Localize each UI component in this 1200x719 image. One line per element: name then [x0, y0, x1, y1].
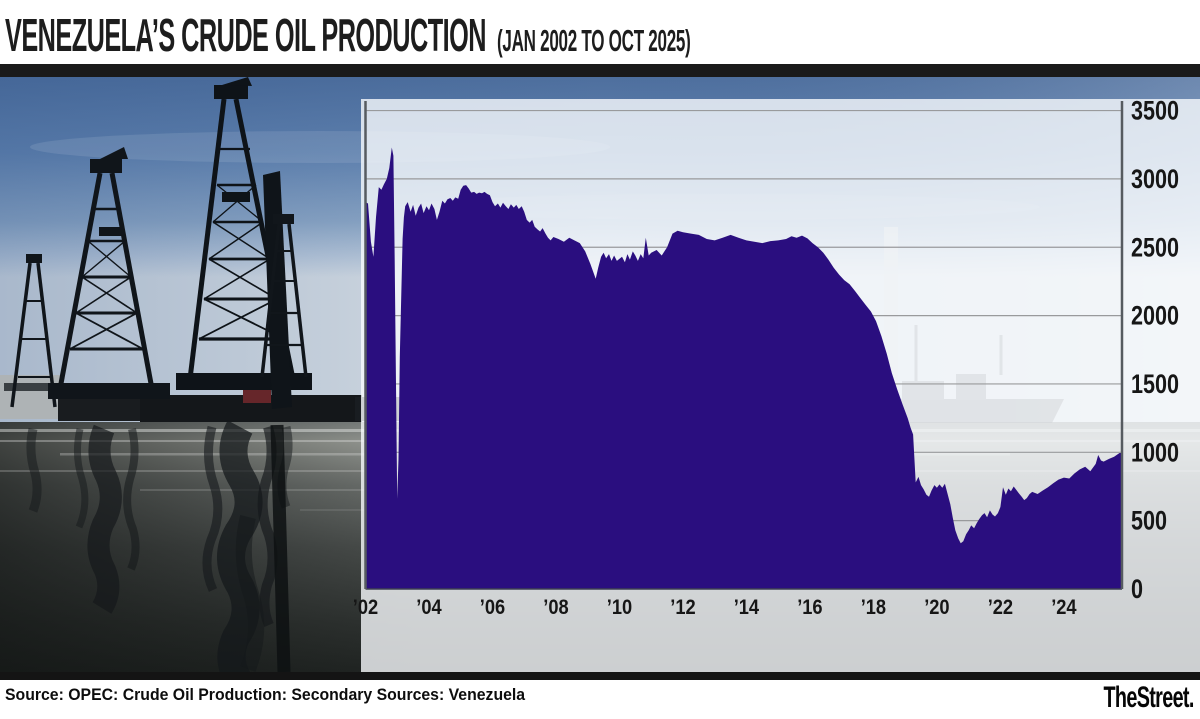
y-axis-tick-label: 1500 — [1131, 370, 1179, 400]
x-axis-tick-label: ’02 — [353, 596, 378, 620]
x-axis-tick-label: ’04 — [416, 596, 441, 620]
production-area-series — [365, 147, 1122, 589]
title-text: VENEZUELA’S CRUDE OIL PRODUCTION — [5, 9, 487, 61]
footer: Source: OPEC: Crude Oil Production: Seco… — [0, 680, 1200, 719]
x-axis-tick-label: ’18 — [861, 596, 886, 620]
title-date-range: (JAN 2002 TO OCT 2025) — [496, 23, 691, 58]
y-axis-tick-label: 1000 — [1131, 438, 1179, 468]
source-attribution: Source: OPEC: Crude Oil Production: Seco… — [5, 685, 526, 704]
dark-pillar — [263, 171, 292, 409]
x-axis-tick-label: ’10 — [607, 596, 632, 620]
x-axis-tick-label: ’08 — [543, 596, 568, 620]
header: VENEZUELA’S CRUDE OIL PRODUCTION (JAN 20… — [0, 0, 1200, 64]
y-axis-tick-label: 500 — [1131, 506, 1167, 536]
x-axis-tick-label: ’06 — [480, 596, 505, 620]
x-axis-tick-label: ’20 — [924, 596, 949, 620]
oil-derrick-right-small — [260, 214, 308, 378]
y-axis-tick-label: 2500 — [1131, 233, 1179, 263]
crude-oil-production-area-chart: 0 500 1000 1500 2000 2500 3000 3500 ’02 ’04 ’06 ’08… — [353, 96, 1179, 620]
footer-divider-bar — [0, 672, 1200, 680]
y-axis-tick-label: 2000 — [1131, 301, 1179, 331]
x-axis-tick-label: ’14 — [734, 596, 759, 620]
page-title: VENEZUELA’S CRUDE OIL PRODUCTION (JAN 20… — [5, 12, 691, 58]
x-axis-tick-label: ’24 — [1051, 596, 1076, 620]
x-axis-tick-label: ’16 — [797, 596, 822, 620]
water-reflections — [26, 420, 293, 672]
y-axis-tick-label: 3500 — [1131, 96, 1179, 126]
x-axis-tick-label: ’22 — [988, 596, 1013, 620]
thestreet-logo: TheStreet. — [1103, 681, 1195, 714]
header-divider-bar — [0, 64, 1200, 77]
y-axis-tick-label: 0 — [1131, 575, 1143, 605]
oil-derrick-left — [48, 147, 170, 399]
y-axis-tick-label: 3000 — [1131, 165, 1179, 195]
x-axis-tick-label: ’12 — [670, 596, 695, 620]
